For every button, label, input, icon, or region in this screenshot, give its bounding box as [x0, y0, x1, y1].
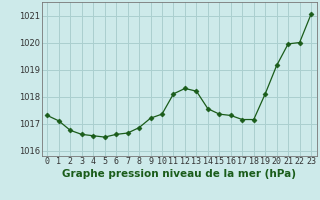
X-axis label: Graphe pression niveau de la mer (hPa): Graphe pression niveau de la mer (hPa): [62, 169, 296, 179]
